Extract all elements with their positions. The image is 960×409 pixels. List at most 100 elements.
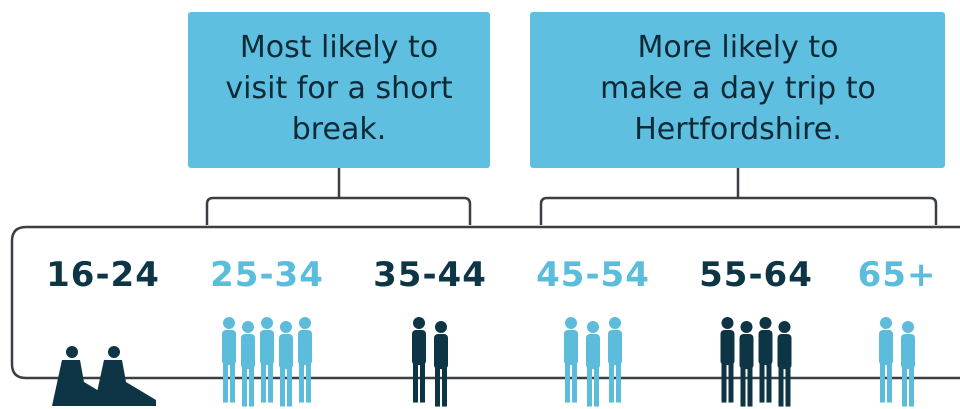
person-silhouette [241,321,255,407]
head [261,317,273,329]
leg [299,364,304,403]
leg [616,364,621,403]
person-silhouette [222,317,236,403]
seated-person [94,346,156,406]
age-frame [12,227,960,378]
body [778,334,792,369]
head [722,317,734,329]
person-silhouette [412,317,426,403]
head [66,346,78,358]
body [740,334,754,369]
leg [779,368,784,407]
callout-line: More likely to [637,30,838,65]
leg [249,368,254,407]
body [434,334,448,369]
leg [722,364,727,403]
leg [594,368,599,407]
body [721,330,735,365]
leg [748,368,753,407]
person-silhouette [586,321,600,407]
leg [909,368,914,407]
leg [442,368,447,407]
person-silhouette [759,317,773,403]
leg [565,364,570,403]
head [741,321,753,333]
leg [280,368,285,407]
age-label: 65+ [858,255,937,295]
body [241,334,255,369]
infographic: Most likely to visit for a short break. Mor… [0,0,960,409]
leg [741,368,746,407]
body [279,334,293,369]
age-label: 35-44 [373,255,487,295]
callout-line: Hertfordshire. [634,112,842,147]
leg [268,364,273,403]
age-label: 45-54 [536,255,650,295]
bracket [541,168,936,225]
age-label: 16-24 [46,255,160,295]
leg [420,364,425,403]
bracket [207,168,470,225]
head [435,321,447,333]
body [564,330,578,365]
head [902,321,914,333]
age-label: 55-64 [699,255,813,295]
body [412,330,426,365]
person-silhouette [740,321,754,407]
head [565,317,577,329]
callout-line: make a day trip to [600,71,876,106]
body [901,334,915,369]
head [223,317,235,329]
person-silhouette [279,321,293,407]
body [759,330,773,365]
leg [760,364,765,403]
head [413,317,425,329]
body [260,330,274,365]
leg [261,364,266,403]
person-silhouette [260,317,274,403]
leg [242,368,247,407]
head [242,321,254,333]
leg [887,364,892,403]
leg [572,364,577,403]
body [298,330,312,365]
body [222,330,236,365]
head [108,346,120,358]
body [586,334,600,369]
head [299,317,311,329]
callout-line: visit for a short [225,71,452,106]
leg [413,364,418,403]
person-silhouette [608,317,622,403]
leg [435,368,440,407]
leg [729,364,734,403]
head [587,321,599,333]
leg [880,364,885,403]
leg [767,364,772,403]
head [880,317,892,329]
body [879,330,893,365]
leg [609,364,614,403]
leg [230,364,235,403]
person-silhouette [721,317,735,403]
body [94,360,156,406]
person-silhouette [901,321,915,407]
leg [902,368,907,407]
head [280,321,292,333]
leg [223,364,228,403]
person-silhouette [778,321,792,407]
body [608,330,622,365]
person-silhouette [298,317,312,403]
head [609,317,621,329]
head [760,317,772,329]
head [779,321,791,333]
person-silhouette [434,321,448,407]
age-label: 25-34 [210,255,324,295]
leg [786,368,791,407]
callout-line: Most likely to [240,30,438,65]
leg [306,364,311,403]
callout-line: break. [292,112,386,147]
leg [587,368,592,407]
person-silhouette [564,317,578,403]
leg [287,368,292,407]
person-silhouette [879,317,893,403]
